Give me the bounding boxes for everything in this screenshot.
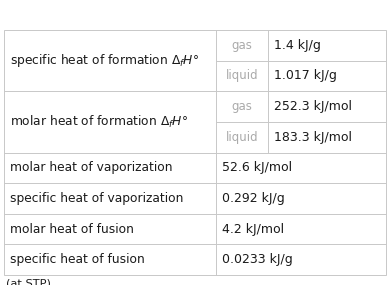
Text: gas: gas	[231, 39, 252, 52]
Text: specific heat of formation $\Delta_f H°$: specific heat of formation $\Delta_f H°$	[10, 52, 199, 69]
Text: liquid: liquid	[225, 70, 258, 82]
Text: 1.017 kJ/g: 1.017 kJ/g	[274, 70, 336, 82]
Text: 0.292 kJ/g: 0.292 kJ/g	[222, 192, 285, 205]
Text: molar heat of formation $\Delta_f H°$: molar heat of formation $\Delta_f H°$	[10, 114, 188, 130]
Text: (at STP): (at STP)	[6, 279, 51, 285]
Text: liquid: liquid	[225, 131, 258, 144]
Text: 52.6 kJ/mol: 52.6 kJ/mol	[222, 161, 292, 174]
Text: 1.4 kJ/g: 1.4 kJ/g	[274, 39, 320, 52]
Text: specific heat of vaporization: specific heat of vaporization	[10, 192, 183, 205]
Text: 252.3 kJ/mol: 252.3 kJ/mol	[274, 100, 352, 113]
Text: gas: gas	[231, 100, 252, 113]
Text: specific heat of fusion: specific heat of fusion	[10, 253, 145, 266]
Text: molar heat of vaporization: molar heat of vaporization	[10, 161, 172, 174]
Text: 183.3 kJ/mol: 183.3 kJ/mol	[274, 131, 352, 144]
Text: 4.2 kJ/mol: 4.2 kJ/mol	[222, 223, 284, 236]
Text: 0.0233 kJ/g: 0.0233 kJ/g	[222, 253, 293, 266]
Text: molar heat of fusion: molar heat of fusion	[10, 223, 134, 236]
Bar	[4, 30, 386, 275]
